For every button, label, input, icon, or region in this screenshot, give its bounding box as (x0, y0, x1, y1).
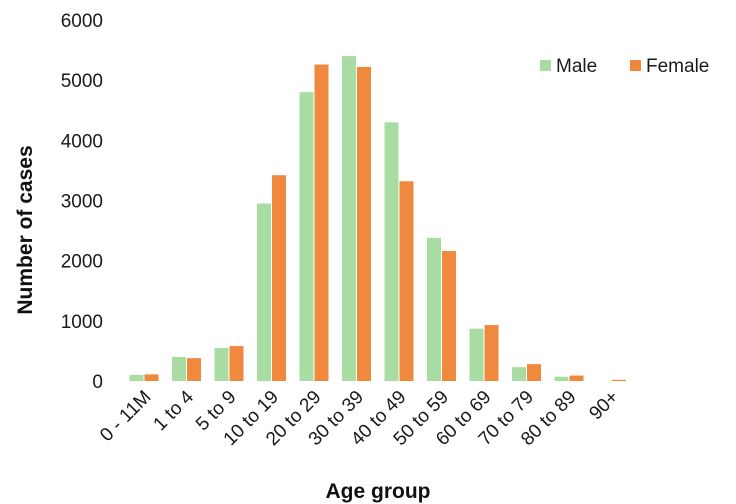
bar-male-5 (342, 56, 356, 381)
x-axis-title: Age group (326, 480, 431, 503)
y-tick-label: 1000 (61, 312, 103, 333)
legend: Male Female (540, 56, 709, 77)
bar-female-10 (569, 375, 584, 381)
bar-female-4 (314, 64, 329, 382)
bar-female-9 (527, 364, 541, 381)
bar-male-9 (512, 367, 526, 381)
bar-female-5 (357, 66, 371, 382)
y-tick-label: 5000 (61, 71, 103, 92)
bar-male-7 (427, 237, 441, 381)
bar-female-11 (612, 379, 626, 381)
y-tick-label: 2000 (61, 252, 103, 273)
bar-male-8 (469, 328, 484, 381)
y-tick-label: 4000 (61, 131, 103, 152)
y-axis-ticks: 0 1000 2000 3000 4000 5000 6000 (61, 11, 103, 393)
legend-label-female: Female (646, 56, 709, 77)
bar-female-7 (442, 251, 456, 381)
bar-male-0 (129, 374, 144, 381)
y-tick-label: 6000 (61, 11, 103, 32)
y-axis-title: Number of cases (14, 145, 37, 314)
y-tick-label: 0 (92, 372, 103, 393)
bar-female-6 (399, 181, 414, 381)
legend-swatch-female (630, 60, 641, 71)
bar-female-8 (484, 325, 499, 381)
bar-male-2 (214, 347, 229, 381)
legend-label-male: Male (556, 56, 597, 77)
x-tick-label: 1 to 4 (150, 386, 199, 435)
bar-female-2 (229, 346, 244, 381)
bar-male-10 (554, 376, 569, 381)
x-tick-label: 90+ (585, 387, 623, 425)
legend-swatch-male (540, 60, 551, 71)
bar-male-4 (299, 92, 314, 381)
bar-female-1 (187, 358, 201, 381)
bar-female-0 (144, 374, 159, 381)
y-tick-label: 3000 (61, 192, 103, 213)
bar-male-6 (384, 122, 399, 382)
bar-male-1 (172, 356, 186, 381)
bar-female-3 (272, 175, 286, 381)
x-tick-label: 0 - 11M (96, 387, 155, 446)
bars (129, 56, 626, 382)
bar-male-3 (257, 203, 271, 381)
